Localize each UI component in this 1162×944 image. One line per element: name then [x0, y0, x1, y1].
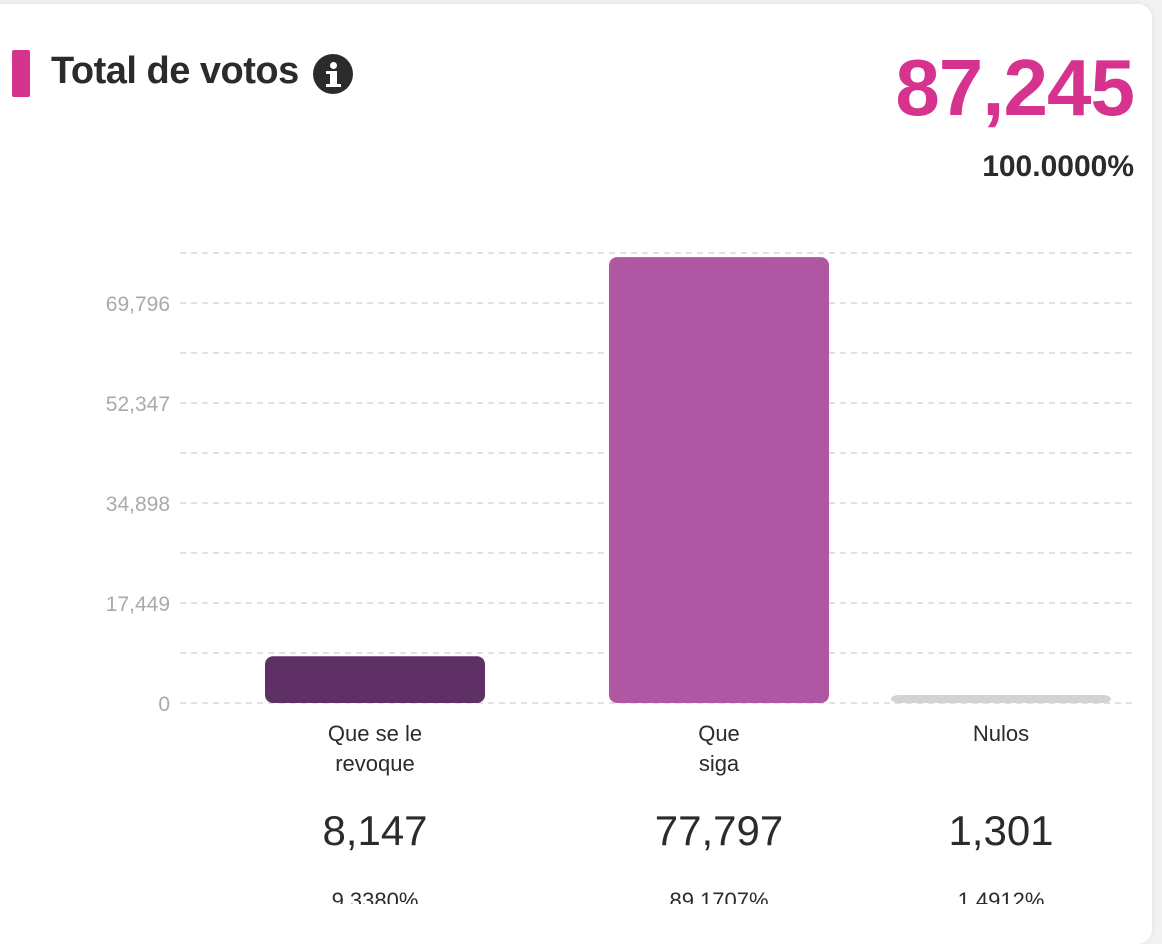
bar-1 — [609, 257, 829, 703]
category-label: Nulos — [973, 721, 1029, 746]
percent-label: 9.3380% — [332, 888, 419, 904]
info-icon[interactable] — [313, 54, 353, 94]
y-tick-label: 0 — [158, 693, 170, 716]
category-label: siga — [699, 751, 740, 776]
info-icon-serif-bottom — [326, 84, 341, 87]
y-tick-label: 69,796 — [106, 293, 170, 316]
category-label: Que — [698, 721, 740, 746]
value-label: 77,797 — [655, 807, 783, 854]
votes-bar-chart: 0 17,449 34,898 52,347 69,796 Que se le revoqu… — [106, 252, 1135, 904]
section-title: Total de votos — [51, 50, 299, 92]
bar-0 — [265, 656, 485, 703]
bar-2 — [891, 695, 1111, 703]
value-label: 8,147 — [322, 807, 427, 854]
y-tick-label: 17,449 — [106, 593, 170, 616]
category-label: Que se le — [328, 721, 422, 746]
y-tick-label: 52,347 — [106, 393, 170, 416]
info-icon-stem — [330, 71, 337, 86]
percent-label: 1.4912% — [958, 888, 1045, 904]
title-accent-bar — [12, 50, 30, 97]
percent-label: 89.1707% — [669, 888, 768, 904]
total-votes-percent: 100.0000% — [982, 150, 1134, 183]
info-icon-dot — [330, 62, 337, 69]
info-icon-serif-top — [326, 71, 332, 74]
category-label: revoque — [335, 751, 415, 776]
votes-card — [0, 4, 1152, 944]
total-votes-value: 87,245 — [895, 43, 1135, 132]
y-tick-label: 34,898 — [106, 493, 170, 516]
value-label: 1,301 — [948, 807, 1053, 854]
